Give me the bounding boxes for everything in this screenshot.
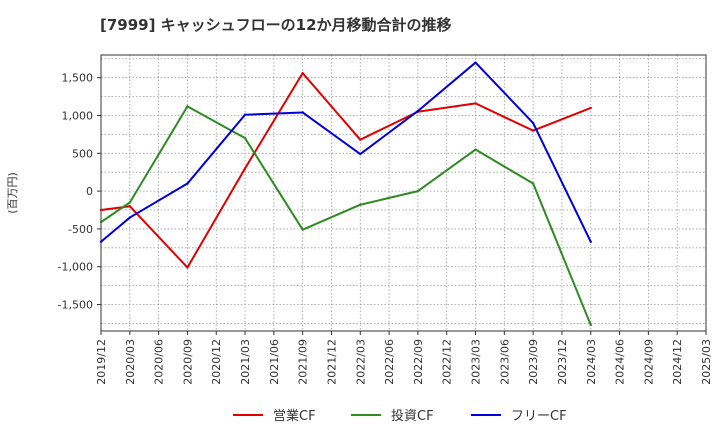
data-point	[99, 220, 103, 224]
chart-title: [7999] キャッシュフローの12か月移動合計の推移	[100, 16, 452, 34]
x-tick-label: 2023/12	[556, 339, 569, 385]
x-tick-label: 2022/03	[354, 339, 367, 385]
data-point	[589, 240, 592, 243]
data-point	[589, 106, 592, 110]
x-tick-label: 2020/12	[210, 339, 223, 385]
data-point	[243, 136, 247, 140]
data-point	[416, 189, 420, 193]
x-tick-label: 2022/12	[441, 339, 454, 385]
y-tick-label: -1,500	[58, 299, 93, 312]
legend-label: 投資CF	[391, 408, 434, 424]
y-tick-label: 500	[72, 147, 93, 160]
grid-layer	[100, 55, 707, 331]
x-tick-label: 2025/03	[700, 339, 713, 385]
x-tick-label: 2024/09	[642, 339, 655, 385]
x-tick-label: 2023/09	[527, 339, 540, 385]
y-tick-label: 1,500	[62, 72, 94, 85]
data-point	[474, 148, 477, 151]
x-tick-label: 2024/03	[585, 339, 598, 385]
data-point	[589, 323, 592, 327]
legend-label: フリーCF	[511, 409, 567, 424]
x-tick-label: 2020/03	[124, 339, 137, 385]
x-tick-label: 2019/12	[95, 339, 108, 385]
legend-layer: 営業CF 投資CF フリーCF	[233, 408, 567, 424]
data-point	[301, 71, 304, 75]
data-point	[474, 61, 477, 64]
data-point	[243, 113, 247, 116]
data-point	[359, 138, 362, 141]
x-tick-label: 2020/06	[153, 339, 166, 385]
x-tick-label: 2022/09	[412, 339, 425, 385]
data-point	[531, 182, 535, 185]
axis-layer: 1,500 1,000 500 0 -500 -1,000 -1,500 (百万円) 2019/…	[6, 54, 713, 385]
x-tick-label: 2023/06	[498, 339, 511, 385]
series-line	[100, 105, 592, 326]
series-line	[100, 72, 592, 269]
data-point	[186, 182, 189, 185]
data-point	[416, 109, 420, 113]
y-tick-label: -1,000	[58, 261, 93, 274]
x-tick-label: 2021/12	[325, 339, 338, 385]
legend-label: 営業CF	[273, 408, 316, 424]
series-layer	[99, 61, 592, 327]
data-point	[186, 105, 189, 108]
data-point	[301, 228, 304, 231]
data-point	[359, 152, 362, 156]
x-tick-label: 2024/06	[614, 339, 627, 385]
x-tick-label: 2020/09	[181, 339, 194, 385]
data-point	[243, 167, 247, 170]
data-point	[186, 266, 189, 269]
data-point	[531, 121, 535, 125]
series-line	[100, 61, 592, 243]
x-tick-label: 2022/06	[383, 339, 396, 385]
data-point	[359, 203, 362, 206]
data-point	[531, 129, 535, 132]
data-point	[474, 102, 477, 105]
data-point	[99, 208, 103, 212]
data-point	[128, 216, 132, 219]
plot-frame	[100, 54, 707, 332]
y-axis-label: (百万円)	[6, 172, 19, 214]
x-tick-label: 2021/06	[268, 339, 281, 385]
x-tick-label: 2024/12	[671, 339, 684, 385]
data-point	[301, 111, 304, 114]
data-point	[99, 240, 103, 243]
y-tick-label: -500	[68, 223, 93, 236]
y-tick-label: 0	[86, 185, 93, 198]
data-point	[128, 205, 132, 208]
data-point	[128, 201, 132, 204]
x-tick-label: 2023/03	[470, 339, 483, 385]
y-tick-label: 1,000	[62, 109, 94, 122]
x-tick-label: 2021/09	[297, 339, 310, 385]
x-tick-label: 2021/03	[239, 339, 252, 385]
